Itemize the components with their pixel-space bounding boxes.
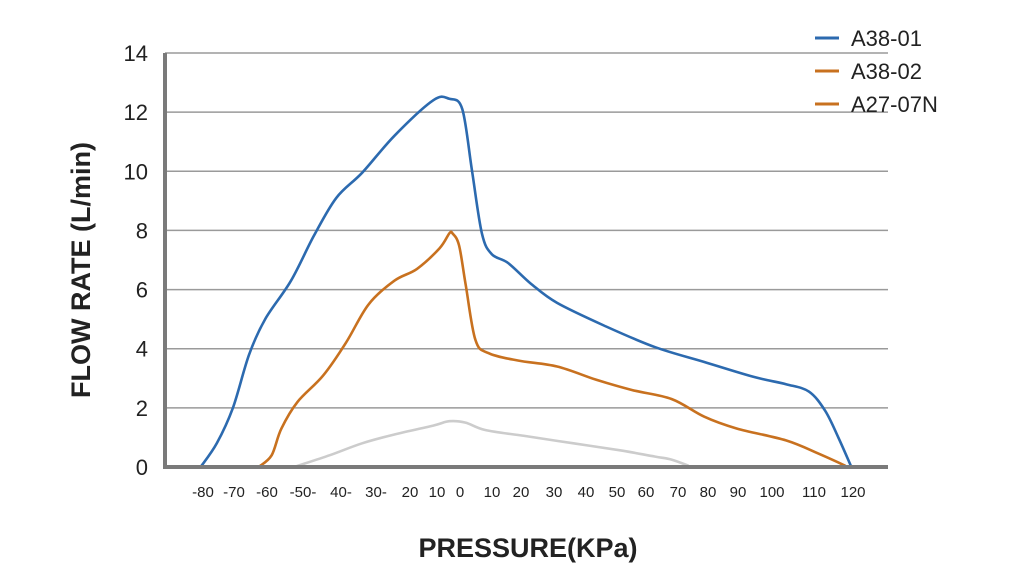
series-line-a27-07n [293, 419, 690, 469]
y-tick-label: 0 [136, 455, 148, 480]
x-tick-label: -80 [192, 484, 214, 501]
x-tick-label: 100 [759, 484, 784, 501]
legend-label: A27-07N [851, 92, 938, 117]
x-tick-label: 30- [365, 484, 387, 501]
y-tick-label: 10 [124, 159, 148, 184]
y-tick-label: 8 [136, 218, 148, 243]
x-tick-label: 50 [609, 484, 626, 501]
legend: A38-01 A38-02 A27-07N [815, 26, 938, 117]
y-tick-label: 12 [124, 100, 148, 125]
y-tick-label: 6 [136, 278, 148, 303]
x-tick-label: 40 [578, 484, 595, 501]
x-tick-label: 40- [330, 484, 352, 501]
x-tick-label: 70 [670, 484, 687, 501]
series-lines [199, 95, 853, 469]
series-line-a38-01 [199, 95, 853, 469]
x-tick-label: -70 [223, 484, 245, 501]
x-tick-label: 80 [700, 484, 717, 501]
x-tick-label: 110 [802, 484, 826, 501]
y-tick-label: 2 [136, 396, 148, 421]
legend-label: A38-01 [851, 26, 922, 51]
x-tick-label: 0 [456, 484, 464, 501]
x-tick-label: 30 [546, 484, 563, 501]
y-axis-label: FLOW RATE (L/min) [66, 142, 96, 398]
y-tick-label: 14 [124, 41, 148, 66]
x-tick-label: 10 [484, 484, 501, 501]
x-tick-label: 60 [638, 484, 655, 501]
legend-label: A38-02 [851, 59, 922, 84]
y-axis-ticks: 0 2 4 6 8 10 12 14 [124, 41, 148, 480]
x-axis-label: PRESSURE(KPa) [418, 533, 637, 563]
series-line-a38-02 [257, 230, 847, 469]
x-tick-label: 10 [429, 484, 446, 501]
x-tick-label: 20 [513, 484, 530, 501]
x-axis-ticks: -80 -70 -60 -50- 40- 30- 20 10 0 10 20 30 40 50 60 70 80… [192, 484, 865, 501]
y-tick-label: 4 [136, 337, 148, 362]
x-tick-label: 120 [840, 484, 865, 501]
x-tick-label: 20 [402, 484, 419, 501]
grid-lines [165, 52, 888, 409]
x-tick-label: -50- [290, 484, 317, 501]
x-tick-label: 90 [730, 484, 747, 501]
axes [163, 53, 888, 469]
x-tick-label: -60 [256, 484, 278, 501]
